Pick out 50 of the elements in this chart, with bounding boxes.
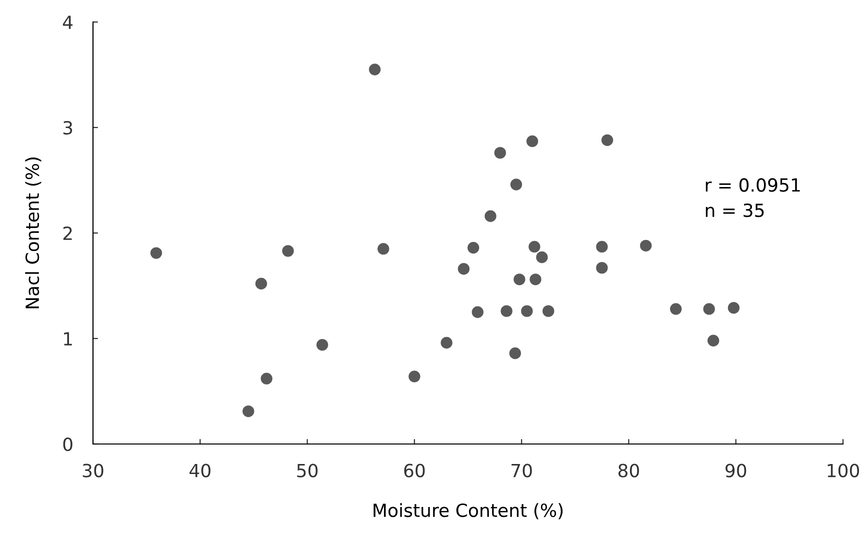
- point: [514, 274, 526, 286]
- point: [670, 303, 682, 315]
- x-tick-label: 50: [297, 464, 318, 478]
- point: [728, 302, 740, 314]
- point: [703, 303, 715, 315]
- point: [528, 240, 540, 253]
- x-tick-label: 80: [618, 464, 640, 478]
- point: [150, 247, 162, 259]
- x-tick-label: 40: [190, 464, 210, 478]
- point: [510, 178, 522, 190]
- x-tick-label: 60: [404, 464, 425, 478]
- point: [601, 134, 614, 146]
- point: [596, 240, 608, 253]
- y-tick-label: 4: [62, 16, 73, 29]
- point: [509, 347, 521, 360]
- annotation: r = 0.0951: [706, 178, 800, 192]
- point: [500, 305, 512, 317]
- point: [260, 372, 272, 384]
- y-tick-label: 1: [64, 332, 72, 346]
- point: [316, 338, 328, 351]
- point: [530, 274, 542, 286]
- x-axis-title: Moisture Content (%): [374, 503, 563, 520]
- point: [536, 251, 548, 264]
- y-tick-label: 2: [63, 226, 72, 240]
- point: [242, 405, 254, 418]
- point: [368, 64, 381, 76]
- x-tick-label: 100: [828, 464, 860, 478]
- point: [484, 210, 496, 222]
- point: [472, 306, 484, 318]
- point: [640, 240, 652, 252]
- y-tick-label: 0: [63, 437, 72, 452]
- y-tick-label: 3: [63, 120, 72, 135]
- point: [521, 305, 533, 317]
- point: [378, 242, 390, 255]
- point: [526, 135, 538, 148]
- x-tick-label: 70: [512, 464, 532, 478]
- annotation: n = 35: [706, 203, 764, 218]
- point: [468, 242, 480, 254]
- point: [408, 370, 420, 382]
- point: [458, 263, 470, 275]
- point: [440, 336, 452, 349]
- x-tick-label: 30: [82, 464, 104, 478]
- point: [542, 305, 554, 317]
- point: [596, 262, 608, 274]
- y-axis-title: Nacl Content (%): [25, 158, 42, 308]
- point: [494, 146, 506, 159]
- point: [708, 334, 720, 346]
- x-tick-label: 90: [726, 464, 746, 478]
- point: [255, 278, 268, 290]
- point: [282, 245, 294, 257]
